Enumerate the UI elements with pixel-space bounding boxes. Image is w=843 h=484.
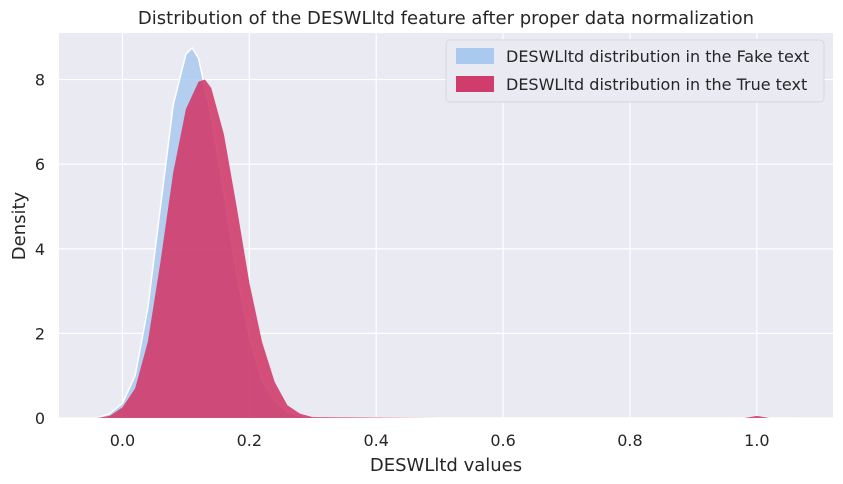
y-tick-label: 6 — [35, 155, 45, 174]
x-axis-label: DESWLltd values — [370, 455, 522, 476]
y-axis-label: Density — [9, 191, 30, 260]
density-areas — [96, 46, 795, 419]
x-tick-label: 0.4 — [363, 431, 388, 450]
x-tick-label: 1.0 — [744, 431, 769, 450]
legend-label-true: DESWLltd distribution in the True text — [506, 75, 807, 94]
legend-swatch-fake — [456, 48, 494, 64]
true-text-density-area — [97, 79, 795, 418]
x-tick-label: 0.8 — [617, 431, 642, 450]
chart-title: Distribution of the DESWLltd feature aft… — [138, 8, 754, 29]
legend: DESWLltd distribution in the Fake text D… — [445, 39, 825, 103]
y-tick-label: 8 — [35, 71, 45, 90]
y-tick-label: 4 — [35, 240, 45, 259]
x-tick-label: 0.2 — [237, 431, 262, 450]
y-tick-label: 2 — [35, 324, 45, 343]
x-tick-label: 0.0 — [110, 431, 135, 450]
legend-swatch-true — [456, 76, 494, 92]
x-tick-labels: 0.0 0.2 0.4 0.6 0.8 1.0 — [110, 431, 770, 450]
y-tick-labels: 0 2 4 6 8 — [35, 71, 45, 428]
x-tick-label: 0.6 — [490, 431, 515, 450]
legend-label-fake: DESWLltd distribution in the Fake text — [506, 47, 809, 66]
y-tick-label: 0 — [35, 409, 45, 428]
legend-box — [445, 39, 825, 103]
